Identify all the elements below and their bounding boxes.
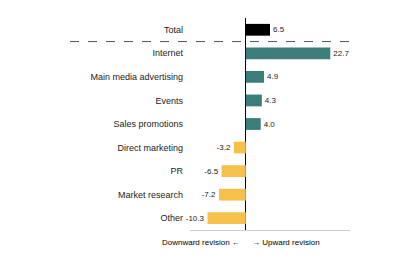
svg-text:-7.2: -7.2: [202, 190, 216, 199]
svg-text:Events: Events: [155, 96, 183, 106]
svg-text:Direct marketing: Direct marketing: [117, 143, 183, 153]
svg-text:4.0: 4.0: [264, 120, 276, 129]
svg-text:PR: PR: [170, 166, 183, 176]
svg-text:-10.3: -10.3: [186, 214, 205, 223]
svg-text:Downward revision ←: Downward revision ←: [162, 238, 240, 247]
svg-text:Other: Other: [160, 213, 183, 223]
svg-text:-6.5: -6.5: [204, 167, 218, 176]
svg-text:-3.2: -3.2: [217, 143, 231, 152]
svg-text:22.7: 22.7: [333, 49, 349, 58]
svg-text:4.9: 4.9: [267, 72, 279, 81]
svg-text:Internet: Internet: [152, 48, 183, 58]
svg-text:Main media advertising: Main media advertising: [90, 72, 183, 82]
svg-text:→ Upward revision: → Upward revision: [252, 238, 320, 247]
svg-text:Market research: Market research: [118, 190, 183, 200]
svg-text:Sales promotions: Sales promotions: [113, 119, 183, 129]
svg-text:Total: Total: [164, 25, 183, 35]
svg-text:6.5: 6.5: [273, 25, 285, 34]
svg-text:4.3: 4.3: [265, 96, 277, 105]
